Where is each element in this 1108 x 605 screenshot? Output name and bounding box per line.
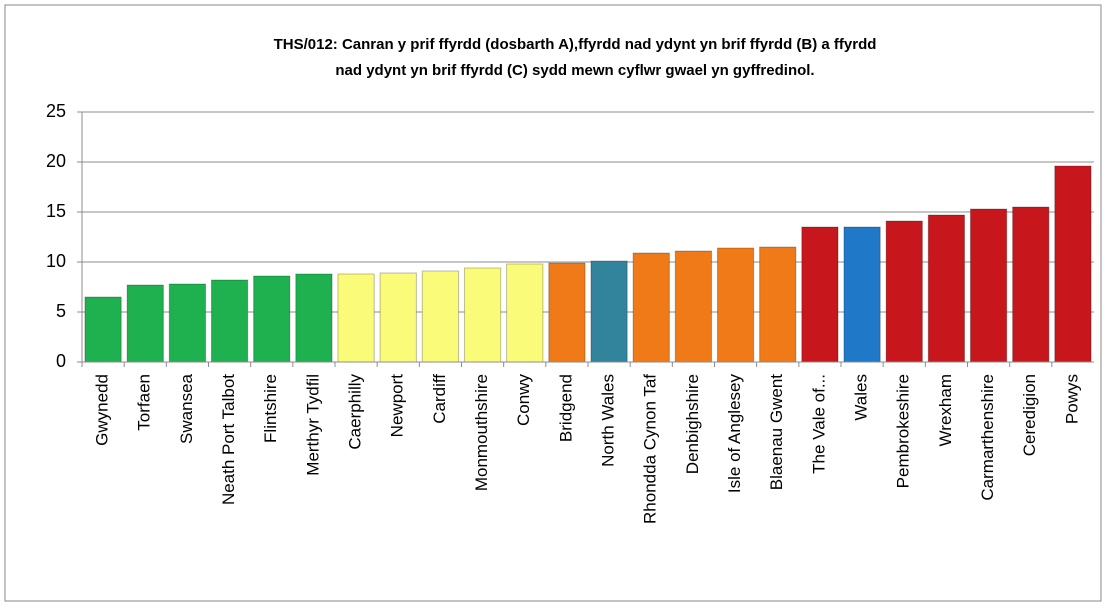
bar: [801, 226, 839, 363]
y-tick-label: 25: [46, 101, 66, 121]
x-tick-label: Rhondda Cynon Taf: [641, 374, 660, 524]
x-tick-label: Merthyr Tydfil: [303, 374, 322, 476]
x-tick-label: North Wales: [599, 374, 618, 467]
x-tick-label: Wrexham: [936, 374, 955, 446]
bar: [1012, 206, 1050, 363]
x-tick-label: Wales: [852, 374, 871, 421]
bar: [253, 275, 291, 363]
y-tick-label: 20: [46, 151, 66, 171]
bar: [295, 273, 333, 363]
x-tick-label: Bridgend: [556, 374, 575, 442]
bar: [463, 267, 502, 363]
chart-title: THS/012: Canran y prif ffyrdd (dosbarth …: [274, 36, 877, 53]
bar: [759, 246, 797, 363]
bar: [843, 226, 881, 363]
bar: [927, 214, 966, 363]
bar: [210, 279, 249, 363]
x-tick-label: Monmouthshire: [472, 374, 491, 491]
y-tick-label: 0: [56, 351, 66, 371]
bar: [590, 260, 628, 363]
chart-title: nad ydynt yn brif ffyrdd (C) sydd mewn c…: [335, 62, 814, 79]
x-tick-label: Powys: [1062, 374, 1081, 424]
x-tick-label: Denbighshire: [683, 374, 702, 474]
y-tick-label: 5: [56, 301, 66, 321]
x-tick-label: Carmarthenshire: [978, 374, 997, 501]
bar: [674, 250, 713, 363]
x-tick-label: Caerphilly: [346, 374, 365, 450]
x-tick-label: The Vale of...: [809, 374, 828, 474]
bar: [337, 273, 375, 363]
bar: [632, 252, 670, 363]
x-tick-label: Newport: [388, 374, 407, 438]
x-tick-label: Cardiff: [430, 374, 449, 424]
bar: [421, 270, 460, 363]
bar: [168, 283, 207, 363]
x-tick-label: Blaenau Gwent: [767, 374, 786, 491]
x-tick-label: Flintshire: [261, 374, 280, 443]
x-tick-label: Torfaen: [135, 374, 154, 431]
bar: [716, 247, 755, 363]
x-tick-label: Neath Port Talbot: [219, 374, 238, 505]
x-tick-label: Conwy: [514, 374, 533, 426]
y-tick-label: 15: [46, 201, 66, 221]
bar: [126, 284, 164, 363]
bar: [379, 272, 417, 363]
y-tick-label: 10: [46, 251, 66, 271]
x-tick-label: Isle of Anglesey: [725, 374, 744, 494]
bar: [506, 263, 544, 363]
bar: [969, 208, 1008, 363]
bar: [84, 296, 122, 363]
bar: [885, 220, 923, 363]
bar: [548, 262, 586, 363]
bar: [1054, 165, 1092, 363]
x-tick-label: Swansea: [177, 373, 196, 443]
x-tick-label: Pembrokeshire: [894, 374, 913, 488]
x-tick-label: Ceredigion: [1020, 374, 1039, 456]
x-tick-label: Gwynedd: [93, 374, 112, 446]
